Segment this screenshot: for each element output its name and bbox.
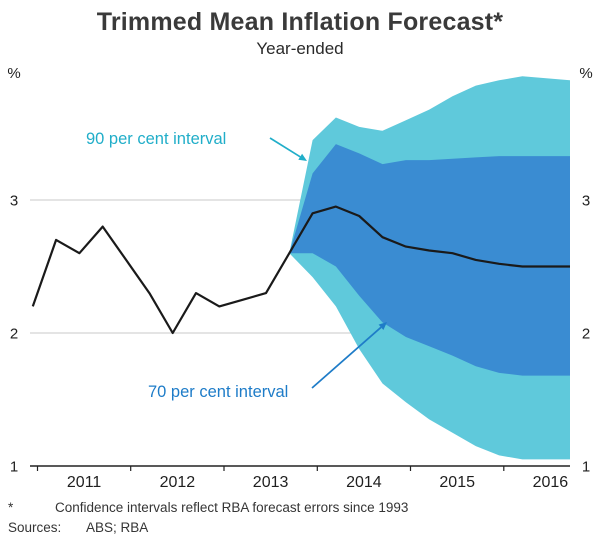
annotation-label: 70 per cent interval — [148, 383, 288, 401]
y-tick-label: 3 — [582, 193, 590, 210]
x-tick-label: 2016 — [533, 474, 569, 491]
annotation-arrow-line — [269, 137, 301, 158]
sources-text: ABS; RBA — [86, 520, 149, 535]
annotation-arrowhead-icon — [298, 153, 307, 161]
y-tick-label: 1 — [582, 459, 590, 476]
y-tick-label: 2 — [582, 326, 590, 343]
trimmed-mean-inflation-forecast-chart: 2011 2012 2013 2014 2015 2016 3 3 2 2 1 1% % 90 per c… — [7, 65, 592, 491]
footnote-line: * Confidence intervals reflect RBA foreca… — [8, 498, 600, 518]
inflation-line — [31, 205, 570, 335]
chart-header: Trimmed Mean Inflation Forecast* Year-en… — [0, 0, 600, 59]
footnote-asterisk: * — [8, 500, 14, 515]
y-tick-label: 2 — [10, 326, 18, 343]
y-tick-label: 3 — [10, 193, 18, 210]
annotation-arrow-line — [311, 326, 382, 389]
percent-unit-label: % — [7, 65, 20, 82]
x-tick-label: 2015 — [439, 474, 475, 491]
band-70-per-cent — [289, 144, 570, 376]
footnote-text: Confidence intervals reflect RBA forecas… — [55, 500, 409, 515]
page-title: Trimmed Mean Inflation Forecast* — [96, 8, 504, 36]
x-tick-label: 2011 — [67, 474, 102, 491]
x-tick-label: 2014 — [346, 474, 382, 491]
sources-label: Sources: — [8, 520, 62, 535]
footnotes: * Confidence intervals reflect RBA foreca… — [8, 498, 600, 538]
chart-subtitle: Year-ended — [256, 39, 344, 58]
percent-unit-label: % — [579, 65, 592, 82]
x-tick-label: 2012 — [160, 474, 196, 491]
y-tick-label: 1 — [10, 459, 18, 476]
annotation-label: 90 per cent interval — [86, 130, 226, 148]
sources-line: Sources: ABS; RBA — [8, 518, 600, 538]
annotation-arrowhead-icon — [378, 322, 387, 330]
x-tick-label: 2013 — [253, 474, 289, 491]
